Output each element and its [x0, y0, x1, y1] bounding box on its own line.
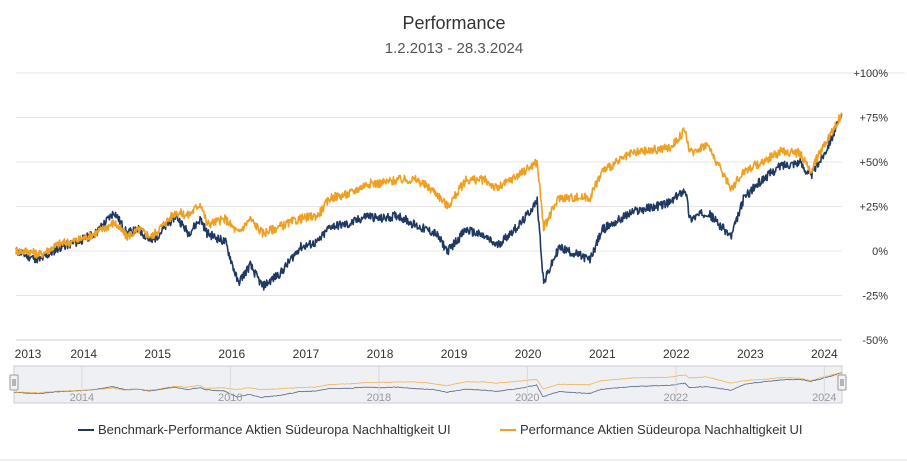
navigator-handle-right[interactable]: [837, 374, 847, 391]
navigator-background[interactable]: [13, 365, 843, 404]
navigator-tick-label: 2018: [367, 392, 391, 404]
x-tick-label: 2017: [293, 347, 320, 361]
chart-subtitle: 1.2.2013 - 28.3.2024: [385, 40, 523, 57]
navigator-handle-left[interactable]: [9, 374, 19, 391]
x-tick-label: 2022: [663, 347, 690, 361]
y-tick-label: +50%: [860, 157, 889, 169]
x-axis-labels: 2013 2014 2015 2016 2017 2018 2019 2020 2021 2022…: [15, 347, 838, 361]
legend-item-fund[interactable]: Performance Aktien Südeuropa Nachhaltigk…: [500, 422, 803, 437]
y-tick-label: -50%: [862, 335, 888, 347]
chart-title: Performance: [402, 13, 505, 33]
navigator-series-benchmark: [13, 372, 843, 399]
y-tick-label: -25%: [862, 291, 888, 303]
y-tick-label: +100%: [853, 68, 888, 80]
range-navigator[interactable]: 2014 2016 2018 2020 2022 2024: [9, 365, 847, 404]
navigator-tick-label: 2016: [218, 392, 242, 404]
y-tick-label: +75%: [860, 113, 889, 125]
grid-lines: [16, 72, 905, 341]
y-tick-label: 0%: [872, 246, 888, 258]
navigator-tick-label: 2022: [664, 392, 688, 404]
series-line-benchmark: [15, 113, 843, 291]
x-tick-label: 2020: [515, 347, 542, 361]
x-tick-label: 2024: [811, 347, 838, 361]
legend-label: Benchmark-Performance Aktien Südeuropa N…: [98, 422, 451, 437]
x-tick-label: 2016: [218, 347, 245, 361]
navigator-series-fund: [13, 372, 843, 394]
legend-item-benchmark[interactable]: Benchmark-Performance Aktien Südeuropa N…: [78, 422, 451, 437]
y-tick-label: +25%: [860, 202, 889, 214]
x-tick-label: 2019: [441, 347, 468, 361]
x-tick-label: 2021: [589, 347, 616, 361]
legend: Benchmark-Performance Aktien Südeuropa N…: [0, 422, 907, 461]
x-tick-label: 2018: [367, 347, 394, 361]
x-tick-label: 2013: [15, 347, 42, 361]
series-lines: [15, 112, 843, 291]
y-axis-labels: -50% -25% 0% +25% +50% +75% +100%: [853, 68, 888, 347]
navigator-tick-label: 2014: [70, 392, 94, 404]
x-tick-label: 2023: [737, 347, 764, 361]
navigator-tick-label: 2024: [812, 392, 836, 404]
x-tick-label: 2014: [70, 347, 97, 361]
x-tick-label: 2015: [144, 347, 171, 361]
navigator-tick-label: 2020: [515, 392, 539, 404]
series-line-fund: [15, 112, 843, 259]
legend-label: Performance Aktien Südeuropa Nachhaltigk…: [520, 422, 803, 437]
